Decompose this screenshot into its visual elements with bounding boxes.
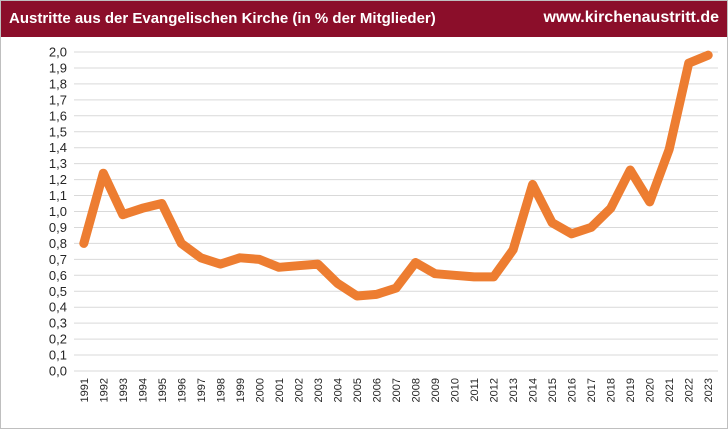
x-tick-label: 2002 (293, 378, 305, 402)
x-tick-label: 2001 (274, 378, 286, 402)
data-point (99, 169, 107, 177)
data-point (177, 239, 185, 247)
data-point (294, 262, 302, 270)
x-tick-label: 2007 (391, 378, 403, 402)
x-tick-label: 2006 (371, 378, 383, 402)
data-point (607, 204, 615, 212)
data-point (372, 290, 380, 298)
x-axis-ticks: 1991 1992 1993 1994 1995 1996 1997 1998 1999 2000… (79, 378, 715, 402)
data-point (412, 259, 420, 267)
data-point (568, 230, 576, 238)
y-tick-label: 2,0 (49, 45, 67, 60)
data-point (470, 273, 478, 281)
data-point (665, 145, 673, 153)
data-point (529, 180, 537, 188)
x-tick-label: 2005 (352, 378, 364, 402)
x-tick-label: 1993 (118, 378, 130, 402)
data-point (392, 284, 400, 292)
data-point (255, 255, 263, 263)
x-tick-label: 2013 (508, 378, 520, 402)
data-point (646, 198, 654, 206)
data-point (80, 239, 88, 247)
data-point (236, 254, 244, 262)
x-tick-label: 1995 (157, 378, 169, 402)
x-tick-label: 2000 (254, 378, 266, 402)
data-point (685, 59, 693, 67)
x-tick-label: 2021 (664, 378, 676, 402)
x-tick-label: 1992 (98, 378, 110, 402)
x-tick-label: 2009 (430, 378, 442, 402)
x-tick-label: 2023 (703, 378, 715, 402)
data-point (451, 271, 459, 279)
x-tick-label: 1999 (235, 378, 247, 402)
y-tick-label: 1,3 (49, 156, 67, 171)
y-tick-label: 0,0 (49, 364, 67, 379)
x-tick-label: 2010 (450, 378, 462, 402)
x-tick-label: 2016 (567, 378, 579, 402)
data-point (216, 260, 224, 268)
chart-title: Austritte aus der Evangelischen Kirche (… (9, 10, 436, 27)
y-axis-ticks: 0,00,10,20,30,40,50,60,70,80,91,01,11,21… (49, 45, 67, 379)
data-point (626, 166, 634, 174)
y-tick-label: 1,8 (49, 76, 67, 91)
series-line (79, 50, 713, 301)
x-tick-label: 2014 (528, 378, 540, 402)
y-tick-label: 0,4 (49, 300, 67, 315)
x-tick-label: 2019 (625, 378, 637, 402)
site-url: www.kirchenaustritt.de (543, 9, 719, 26)
gridlines (74, 51, 718, 372)
y-tick-label: 0,9 (49, 220, 67, 235)
y-tick-label: 0,8 (49, 236, 67, 251)
data-point (275, 263, 283, 271)
y-tick-label: 0,6 (49, 268, 67, 283)
y-tick-label: 0,2 (49, 332, 67, 347)
x-tick-label: 2022 (684, 378, 696, 402)
y-tick-label: 1,9 (49, 60, 67, 75)
x-tick-label: 2012 (489, 378, 501, 402)
data-point (119, 211, 127, 219)
x-tick-label: 1994 (137, 378, 149, 402)
y-tick-label: 1,2 (49, 172, 67, 187)
data-point (548, 219, 556, 227)
data-point (333, 279, 341, 287)
series-line-group (79, 50, 713, 301)
y-tick-label: 1,0 (49, 204, 67, 219)
y-tick-label: 0,3 (49, 316, 67, 331)
data-point (509, 246, 517, 254)
y-tick-label: 1,4 (49, 140, 67, 155)
x-tick-label: 2011 (469, 378, 481, 402)
data-point (587, 223, 595, 231)
data-point (431, 270, 439, 278)
chart-header: Austritte aus der Evangelischen Kirche (… (1, 1, 727, 37)
y-tick-label: 1,5 (49, 124, 67, 139)
x-tick-label: 2003 (313, 378, 325, 402)
data-point (158, 200, 166, 208)
y-tick-label: 0,5 (49, 284, 67, 299)
y-tick-label: 0,7 (49, 252, 67, 267)
x-tick-label: 2004 (332, 378, 344, 402)
y-tick-label: 1,1 (49, 188, 67, 203)
x-tick-label: 2017 (586, 378, 598, 402)
x-tick-label: 2008 (411, 378, 423, 402)
y-tick-label: 1,6 (49, 108, 67, 123)
x-tick-label: 1991 (79, 378, 91, 402)
x-tick-label: 2018 (606, 378, 618, 402)
x-tick-label: 2015 (547, 378, 559, 402)
x-tick-label: 1997 (196, 378, 208, 402)
data-point (197, 254, 205, 262)
x-tick-label: 1998 (215, 378, 227, 402)
x-tick-label: 2020 (645, 378, 657, 402)
y-tick-label: 0,1 (49, 348, 67, 363)
data-point (353, 292, 361, 300)
data-point (704, 51, 712, 59)
y-tick-label: 1,7 (49, 92, 67, 107)
x-tick-label: 1996 (176, 378, 188, 402)
data-point (138, 204, 146, 212)
data-point (490, 273, 498, 281)
data-point (314, 260, 322, 268)
